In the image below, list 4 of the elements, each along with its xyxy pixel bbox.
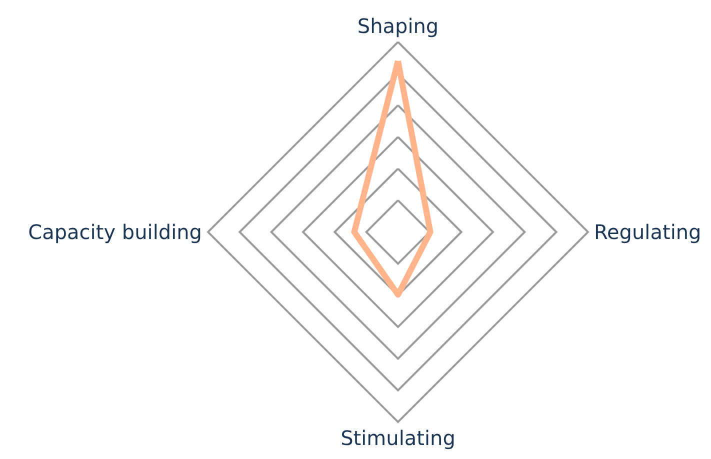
spoke-label: Capacity building bbox=[28, 220, 202, 244]
spoke-label: Stimulating bbox=[340, 426, 456, 450]
spoke-label: Shaping bbox=[357, 14, 439, 38]
spoke-label: Regulating bbox=[594, 220, 702, 244]
